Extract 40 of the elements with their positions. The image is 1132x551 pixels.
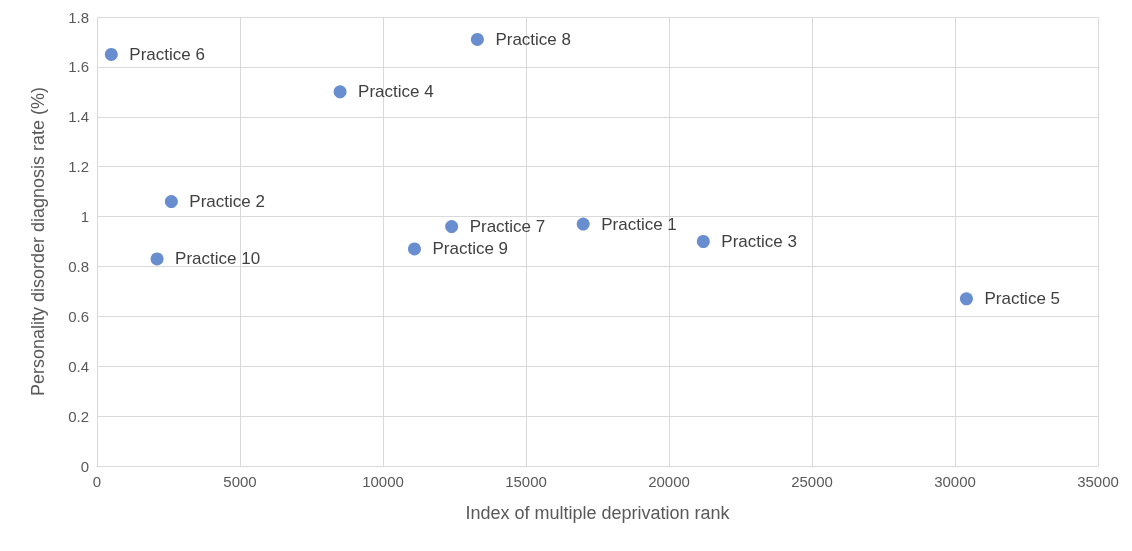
y-tick-label: 1.2 <box>68 158 89 176</box>
point <box>407 242 421 256</box>
point <box>333 85 347 99</box>
y-tick-label: 0 <box>80 457 89 475</box>
point <box>576 217 590 231</box>
x-tick-label: 15000 <box>505 473 547 490</box>
y-tick-label: 1.8 <box>68 8 89 26</box>
y-tick-label: 0.6 <box>68 307 89 325</box>
annotation: Practice 6 <box>129 44 205 64</box>
annotation: Practice 5 <box>984 289 1061 309</box>
point <box>104 47 118 61</box>
annotation: Practice 1 <box>601 214 677 234</box>
annotation: Practice 7 <box>469 217 546 237</box>
annotation: Practice 2 <box>189 192 265 212</box>
point <box>445 220 459 234</box>
y-tick-label: 0.8 <box>68 257 89 275</box>
x-tick-label: 5000 <box>223 473 257 490</box>
point <box>696 235 710 248</box>
x-tick-label: 0 <box>92 473 102 490</box>
point <box>959 292 973 306</box>
x-tick-label: 20000 <box>648 473 690 490</box>
point <box>164 195 178 209</box>
y-tick-label: 0.4 <box>68 357 89 375</box>
y-tick-label: 0.2 <box>68 407 89 425</box>
annotation: Practice 10 <box>175 249 261 269</box>
y-tick-label: 1 <box>80 208 89 226</box>
y-axis-title: Personality disorder diagnosis rate (%) <box>28 86 48 397</box>
y-tick-label: 1.4 <box>68 108 89 126</box>
point <box>150 252 164 266</box>
x-tick-label: 10000 <box>362 473 404 490</box>
x-tick-label: 30000 <box>934 473 976 490</box>
y-tick-label: 1.6 <box>68 58 89 76</box>
annotation: Practice 3 <box>721 232 797 251</box>
annotation: Practice 8 <box>495 29 571 49</box>
x-axis-title: Index of multiple deprivation rank <box>465 503 731 523</box>
annotation: Practice 9 <box>432 239 509 259</box>
x-tick-label: 35000 <box>1077 473 1119 490</box>
point <box>470 32 484 46</box>
annotation: Practice 4 <box>358 82 434 102</box>
x-tick-label: 25000 <box>791 473 833 490</box>
